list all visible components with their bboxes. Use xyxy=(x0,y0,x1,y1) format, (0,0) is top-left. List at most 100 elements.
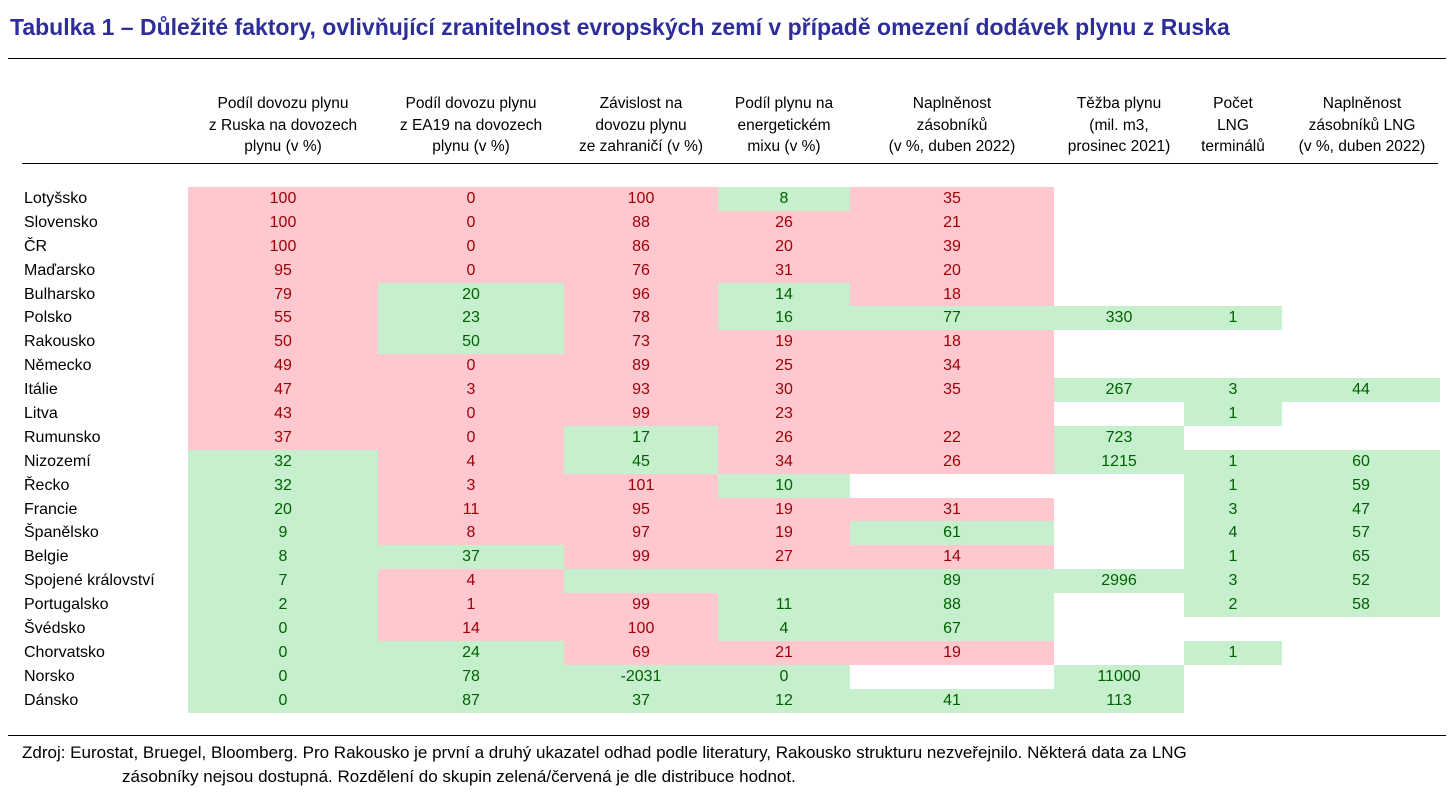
country-name: Belgie xyxy=(24,548,69,566)
data-cell xyxy=(1184,234,1282,259)
data-cell: 26 xyxy=(850,449,1054,474)
data-cell xyxy=(1184,354,1282,379)
country-name: Nizozemí xyxy=(24,452,91,470)
data-cell xyxy=(1282,282,1440,307)
data-cell xyxy=(1054,402,1184,426)
data-cell: 47 xyxy=(188,378,378,403)
data-cell: 21 xyxy=(718,640,850,665)
data-cell: 4 xyxy=(718,617,850,641)
column-header-lng-terminals: Počet LNG terminálů xyxy=(1201,95,1265,155)
data-cell xyxy=(1184,258,1282,283)
country-name: Itálie xyxy=(24,381,58,399)
data-cell: 18 xyxy=(850,330,1054,355)
data-cell xyxy=(1054,330,1184,355)
table-row: Portugalsko 2 1 99 11 88 2 58 xyxy=(22,593,1440,618)
table-row: Norsko 0 78 -2031 0 11000 xyxy=(22,664,1440,689)
data-cell: 37 xyxy=(188,425,378,450)
data-cell: 2 xyxy=(188,593,378,618)
data-cell: 0 xyxy=(188,688,378,713)
column-header-energy-mix: Podíl plynu na energetickém mixu (v %) xyxy=(734,95,834,155)
data-cell: 26 xyxy=(718,425,850,450)
data-cell: 89 xyxy=(850,569,1054,594)
data-cell: 11 xyxy=(718,593,850,618)
data-cell xyxy=(1184,664,1282,689)
data-cell: 20 xyxy=(850,258,1054,283)
data-cell: 11000 xyxy=(1054,664,1184,689)
table-row: Slovensko 100 0 88 26 21 xyxy=(22,210,1440,235)
data-cell: 47 xyxy=(1282,497,1440,522)
data-cell xyxy=(1054,258,1184,283)
data-cell: 3 xyxy=(1184,569,1282,594)
data-cell: 100 xyxy=(188,210,378,235)
data-cell: 330 xyxy=(1054,306,1184,331)
country-name: Švédsko xyxy=(24,619,86,637)
data-cell: 1 xyxy=(1184,449,1282,474)
data-cell: 12 xyxy=(718,688,850,713)
data-cell: 100 xyxy=(564,187,718,211)
data-cell xyxy=(1184,187,1282,211)
table-row: Litva 43 0 99 23 1 xyxy=(22,402,1440,426)
data-cell: 1 xyxy=(1184,545,1282,570)
data-cell: 3 xyxy=(1184,378,1282,403)
data-cell: 32 xyxy=(188,473,378,498)
data-cell: 65 xyxy=(1282,545,1440,570)
country-name: Francie xyxy=(24,500,78,518)
data-cell: 267 xyxy=(1054,378,1184,403)
data-cell: 2 xyxy=(1184,593,1282,618)
data-cell: 100 xyxy=(188,234,378,259)
data-cell: 26 xyxy=(718,210,850,235)
table-row: Dánsko 0 87 37 12 41 113 xyxy=(22,688,1440,713)
data-cell xyxy=(1184,282,1282,307)
data-cell: 9 xyxy=(188,521,378,546)
table-title: Tabulka 1 – Důležité faktory, ovlivňujíc… xyxy=(10,14,1230,40)
table-row: Řecko 32 3 101 10 1 59 xyxy=(22,473,1440,498)
table-row: Chorvatsko 0 24 69 21 19 1 xyxy=(22,640,1440,665)
data-cell: 76 xyxy=(564,258,718,283)
table-row: ČR 100 0 86 20 39 xyxy=(22,234,1440,259)
data-cell: 0 xyxy=(378,234,564,259)
data-cell xyxy=(1282,354,1440,379)
data-cell: 52 xyxy=(1282,569,1440,594)
table-row: Nizozemí 32 4 45 34 26 1215 1 60 xyxy=(22,449,1440,474)
table-row: Belgie 8 37 99 27 14 1 65 xyxy=(22,545,1440,570)
data-cell: 34 xyxy=(850,354,1054,379)
data-cell xyxy=(1282,617,1440,641)
data-cell: 88 xyxy=(850,593,1054,618)
data-cell: 32 xyxy=(188,449,378,474)
data-cell: 14 xyxy=(378,617,564,641)
data-cell: 0 xyxy=(188,617,378,641)
data-cell: 21 xyxy=(850,210,1054,235)
country-name: Slovensko xyxy=(24,213,98,231)
data-cell xyxy=(1282,330,1440,355)
data-cell: 27 xyxy=(718,545,850,570)
country-name: Litva xyxy=(24,404,58,422)
data-cell xyxy=(1282,306,1440,331)
data-cell: 89 xyxy=(564,354,718,379)
data-cell xyxy=(1282,258,1440,283)
data-cell xyxy=(1282,234,1440,259)
data-cell: 35 xyxy=(850,378,1054,403)
data-cell xyxy=(1054,497,1184,522)
country-name: Rakousko xyxy=(24,333,96,351)
data-cell: 100 xyxy=(564,617,718,641)
country-name: Rumunsko xyxy=(24,428,101,446)
source-note: Zdroj: Eurostat, Bruegel, Bloomberg. Pro… xyxy=(22,741,1442,789)
data-cell: 77 xyxy=(850,306,1054,331)
data-cell: 8 xyxy=(378,521,564,546)
data-cell: 50 xyxy=(188,330,378,355)
data-cell xyxy=(1184,688,1282,713)
data-cell: 44 xyxy=(1282,378,1440,403)
data-cell: 113 xyxy=(1054,688,1184,713)
country-name: Bulharsko xyxy=(24,285,96,303)
table-row: Spojené království 7 4 89 2996 3 52 xyxy=(22,569,1440,594)
data-cell: 0 xyxy=(378,402,564,426)
data-cell: 69 xyxy=(564,640,718,665)
table-row: Francie 20 11 95 19 31 3 47 xyxy=(22,497,1440,522)
data-cell: 10 xyxy=(718,473,850,498)
data-cell: 14 xyxy=(718,282,850,307)
data-cell: 67 xyxy=(850,617,1054,641)
data-cell xyxy=(1054,234,1184,259)
table-row: Lotyšsko 100 0 100 8 35 xyxy=(22,187,1440,211)
table-row: Německo 49 0 89 25 34 xyxy=(22,354,1440,379)
data-cell: 100 xyxy=(188,187,378,211)
